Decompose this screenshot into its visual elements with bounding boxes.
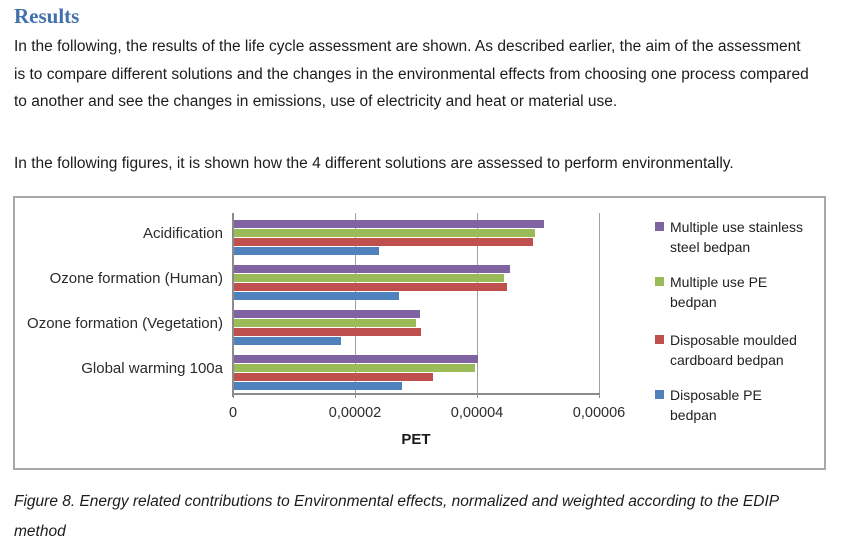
legend-swatch — [655, 222, 664, 231]
gridline — [355, 213, 356, 393]
bar-series2-cat2 — [234, 328, 421, 336]
bar-series1-cat3 — [234, 364, 475, 372]
category-label: Global warming 100a — [81, 359, 223, 377]
bar-series1-cat0 — [234, 229, 535, 237]
bar-series2-cat0 — [234, 238, 533, 246]
bar-series3-cat3 — [234, 382, 402, 390]
legend-item: Disposable moulded cardboard bedpan — [655, 330, 810, 370]
bar-series0-cat1 — [234, 265, 510, 273]
axis-tick-label: 0,00002 — [328, 405, 382, 421]
legend-item: Multiple use PE bedpan — [655, 272, 810, 312]
legend-swatch — [655, 335, 664, 344]
gridline — [599, 213, 600, 393]
x-axis-title: PET — [401, 431, 431, 448]
axis-tick-label: 0,00004 — [450, 405, 504, 421]
bar-series1-cat2 — [234, 319, 417, 327]
category-label: Acidification — [142, 224, 223, 242]
bar-series2-cat3 — [234, 373, 433, 381]
category-label: Ozone formation (Human) — [49, 269, 223, 287]
page-title: Results — [14, 4, 80, 28]
legend-swatch — [655, 277, 664, 286]
bar-series2-cat1 — [234, 283, 507, 291]
bar-series1-cat1 — [234, 274, 504, 282]
legend-item: Disposable PE bedpan — [655, 385, 810, 425]
figures-paragraph: In the following figures, it is shown ho… — [14, 155, 734, 172]
bar-series0-cat0 — [234, 220, 544, 228]
legend-item: Multiple use stainless steel bedpan — [655, 217, 810, 257]
x-axis-line — [233, 393, 600, 395]
axis-tick-label: 0,00006 — [572, 405, 626, 421]
bar-series3-cat2 — [234, 337, 341, 345]
legend-swatch — [655, 390, 664, 399]
legend-label: Multiple use PE bedpan — [670, 274, 768, 310]
axis-tick-mark — [599, 393, 600, 398]
bar-series0-cat3 — [234, 355, 478, 363]
bar-chart: Acidification Ozone formation (Human) Ozon… — [15, 198, 824, 468]
y-axis-line — [232, 213, 234, 397]
axis-tick-label: 0 — [228, 405, 238, 421]
category-label: Ozone formation (Vegetation) — [27, 314, 223, 332]
legend-label: Disposable moulded cardboard bedpan — [670, 332, 797, 368]
bar-series0-cat2 — [234, 310, 421, 318]
legend-label: Multiple use stainless steel bedpan — [670, 219, 804, 255]
intro-paragraph: In the following, the results of the lif… — [14, 38, 809, 110]
bar-series3-cat0 — [234, 247, 380, 255]
figure-caption: Figure 8. Energy related contributions t… — [14, 493, 779, 540]
legend-label: Disposable PE bedpan — [670, 387, 762, 423]
chart-figure: Acidification Ozone formation (Human) Ozon… — [13, 196, 826, 470]
bar-series3-cat1 — [234, 292, 399, 300]
gridline — [477, 213, 478, 393]
axis-tick-mark — [477, 393, 478, 398]
axis-tick-mark — [355, 393, 356, 398]
